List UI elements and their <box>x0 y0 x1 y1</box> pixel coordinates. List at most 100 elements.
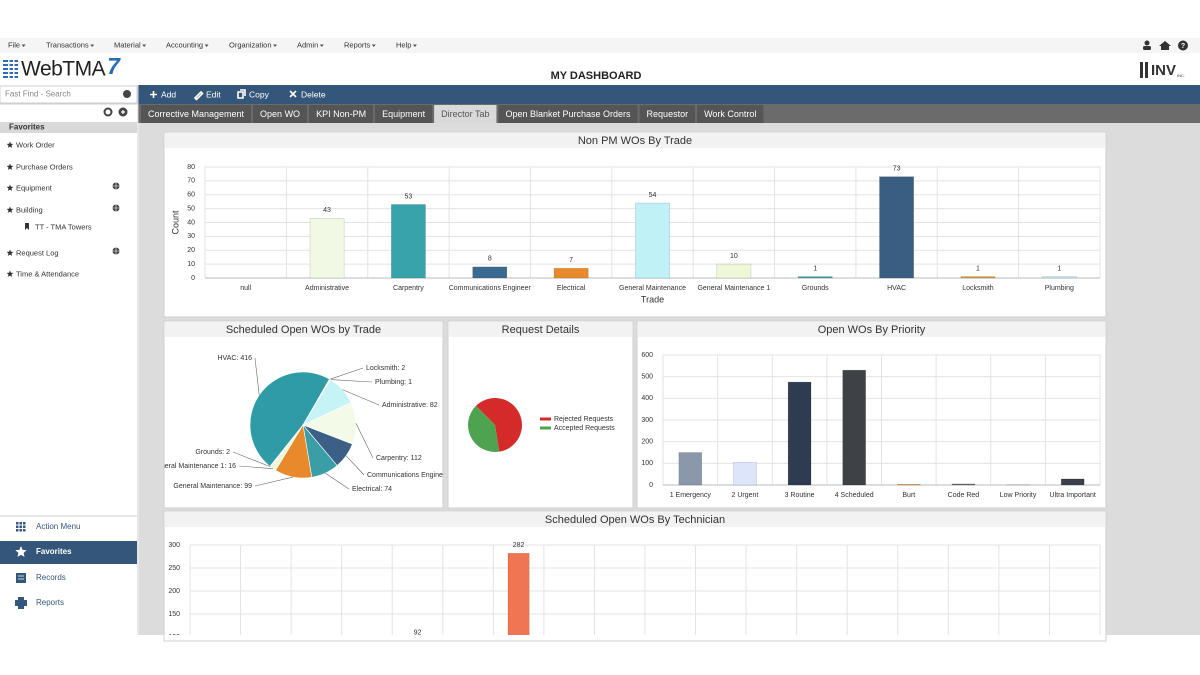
nav-item[interactable]: Reports <box>36 598 64 607</box>
star-icon <box>6 163 14 170</box>
data-label: 73 <box>893 166 901 173</box>
user-icon[interactable] <box>1144 40 1150 46</box>
x-tick-label: 4 Scheduled <box>835 492 874 499</box>
legend-swatch <box>540 417 551 421</box>
y-tick-label: 10 <box>187 261 195 268</box>
tab[interactable] <box>697 105 764 123</box>
y-tick-label: 500 <box>641 374 653 381</box>
toolbar <box>138 85 1200 104</box>
tab-label: Corrective Management <box>148 109 245 119</box>
data-label: 54 <box>649 192 657 199</box>
sidebar-item[interactable]: Purchase Orders <box>16 162 73 171</box>
toolbar-button[interactable]: Add <box>161 89 176 99</box>
y-tick-label: 80 <box>187 164 195 171</box>
tab[interactable] <box>375 105 433 123</box>
tab-label: Director Tab <box>441 109 489 119</box>
menu-item[interactable]: Material <box>114 40 141 49</box>
nav-item[interactable]: Action Menu <box>36 522 80 531</box>
brand: INV INC. <box>1140 62 1185 79</box>
chart: Scheduled Open WOs by Trade HVAC: 416 Lock… <box>152 324 443 493</box>
toolbar-icon <box>289 90 297 98</box>
panel-header <box>165 322 442 337</box>
search-box[interactable] <box>0 85 138 104</box>
menu-item[interactable]: Accounting <box>166 40 203 49</box>
help-icon[interactable] <box>1178 40 1188 51</box>
pie-label: Electrical: 74 <box>352 486 392 493</box>
search-globe[interactable] <box>123 90 131 98</box>
toolbar-button[interactable]: Edit <box>206 89 221 99</box>
tab-label: Equipment <box>382 109 426 119</box>
menu-bar <box>0 38 1200 53</box>
menu-item[interactable]: Reports <box>344 40 371 49</box>
menu-item[interactable]: Admin <box>297 40 318 49</box>
sidebar-item[interactable]: Time & Attendance <box>16 269 79 278</box>
sidebar-item[interactable]: Work Order <box>16 140 55 149</box>
y-tick-label: 200 <box>641 439 653 446</box>
bar <box>716 263 752 279</box>
menu-caret <box>319 44 324 47</box>
chart-title: Request Details <box>502 324 580 336</box>
menu-item[interactable]: Transactions <box>46 40 89 49</box>
nav-icon <box>23 525 26 528</box>
bar <box>309 218 345 279</box>
star-icon <box>6 141 14 148</box>
home-icon[interactable] <box>1159 41 1171 50</box>
x-tick-label: Communications Engineer <box>449 285 532 292</box>
pie-label: Grounds: 2 <box>195 449 230 456</box>
pie-label: HVAC: 416 <box>218 355 253 362</box>
nav-icon <box>19 525 22 528</box>
data-label: 43 <box>323 207 331 214</box>
y-tick-label: 60 <box>187 192 195 199</box>
data-label: 1 <box>813 265 817 272</box>
sidebar-item[interactable]: Building <box>16 205 43 214</box>
panel-header <box>165 512 1105 527</box>
data-label: 7 <box>569 257 573 264</box>
leader-line <box>342 389 380 406</box>
nav-item[interactable]: Records <box>36 573 66 582</box>
nav-icon-lines <box>18 575 24 580</box>
menu-caret <box>371 44 376 47</box>
x-tick-label: General Maintenance 1 <box>697 285 770 292</box>
tab-label: Open WO <box>260 109 300 119</box>
tab[interactable] <box>141 105 252 123</box>
x-tick-label: Grounds <box>802 285 829 292</box>
menu-caret <box>90 44 95 47</box>
pie-label: Administrative: 82 <box>382 402 438 409</box>
x-tick-label: Locksmith <box>962 285 994 292</box>
y-tick-label: 600 <box>641 352 653 359</box>
tab[interactable] <box>434 105 497 123</box>
menu-item[interactable]: Organization <box>229 40 272 49</box>
sidebar-sub-item[interactable]: TT - TMA Towers <box>35 222 92 231</box>
search-placeholder: Fast Find - Search <box>5 90 71 99</box>
chart: Scheduled Open WOs By Technician05010015… <box>168 514 1101 635</box>
pie-slice <box>249 371 330 467</box>
sidebar-item[interactable]: Equipment <box>16 183 53 192</box>
nav-icon <box>19 522 22 525</box>
toolbar-button[interactable]: Delete <box>301 89 326 99</box>
nav-icon <box>16 525 19 528</box>
star-icon <box>6 249 14 256</box>
tab[interactable] <box>253 105 308 123</box>
bar <box>897 484 921 486</box>
tab[interactable] <box>309 105 374 123</box>
globe-lines <box>112 204 120 212</box>
toolbar-button[interactable]: Copy <box>249 89 270 99</box>
menu-item[interactable]: Help <box>396 40 411 49</box>
settings-icon[interactable] <box>103 107 113 117</box>
x-axis-label: Trade <box>641 294 664 304</box>
bar <box>553 267 589 279</box>
x-tick-label: 2 Urgent <box>732 492 759 499</box>
menu-caret <box>21 44 26 47</box>
menu-item[interactable]: File <box>8 40 20 49</box>
tab[interactable] <box>639 105 696 123</box>
y-tick-label: 100 <box>641 460 653 467</box>
tab[interactable] <box>498 105 638 123</box>
legend-label: Rejected Requests <box>554 416 614 423</box>
toolbar-icon <box>237 89 246 99</box>
x-tick-label: 3 Routine <box>785 492 815 499</box>
x-tick-label: null <box>240 285 251 292</box>
sidebar-item[interactable]: Request Log <box>16 248 59 257</box>
nav-item[interactable]: Favorites <box>36 547 72 556</box>
y-tick-label: 0 <box>649 482 653 489</box>
pie-label: General Maintenance 1: 16 <box>152 463 237 470</box>
